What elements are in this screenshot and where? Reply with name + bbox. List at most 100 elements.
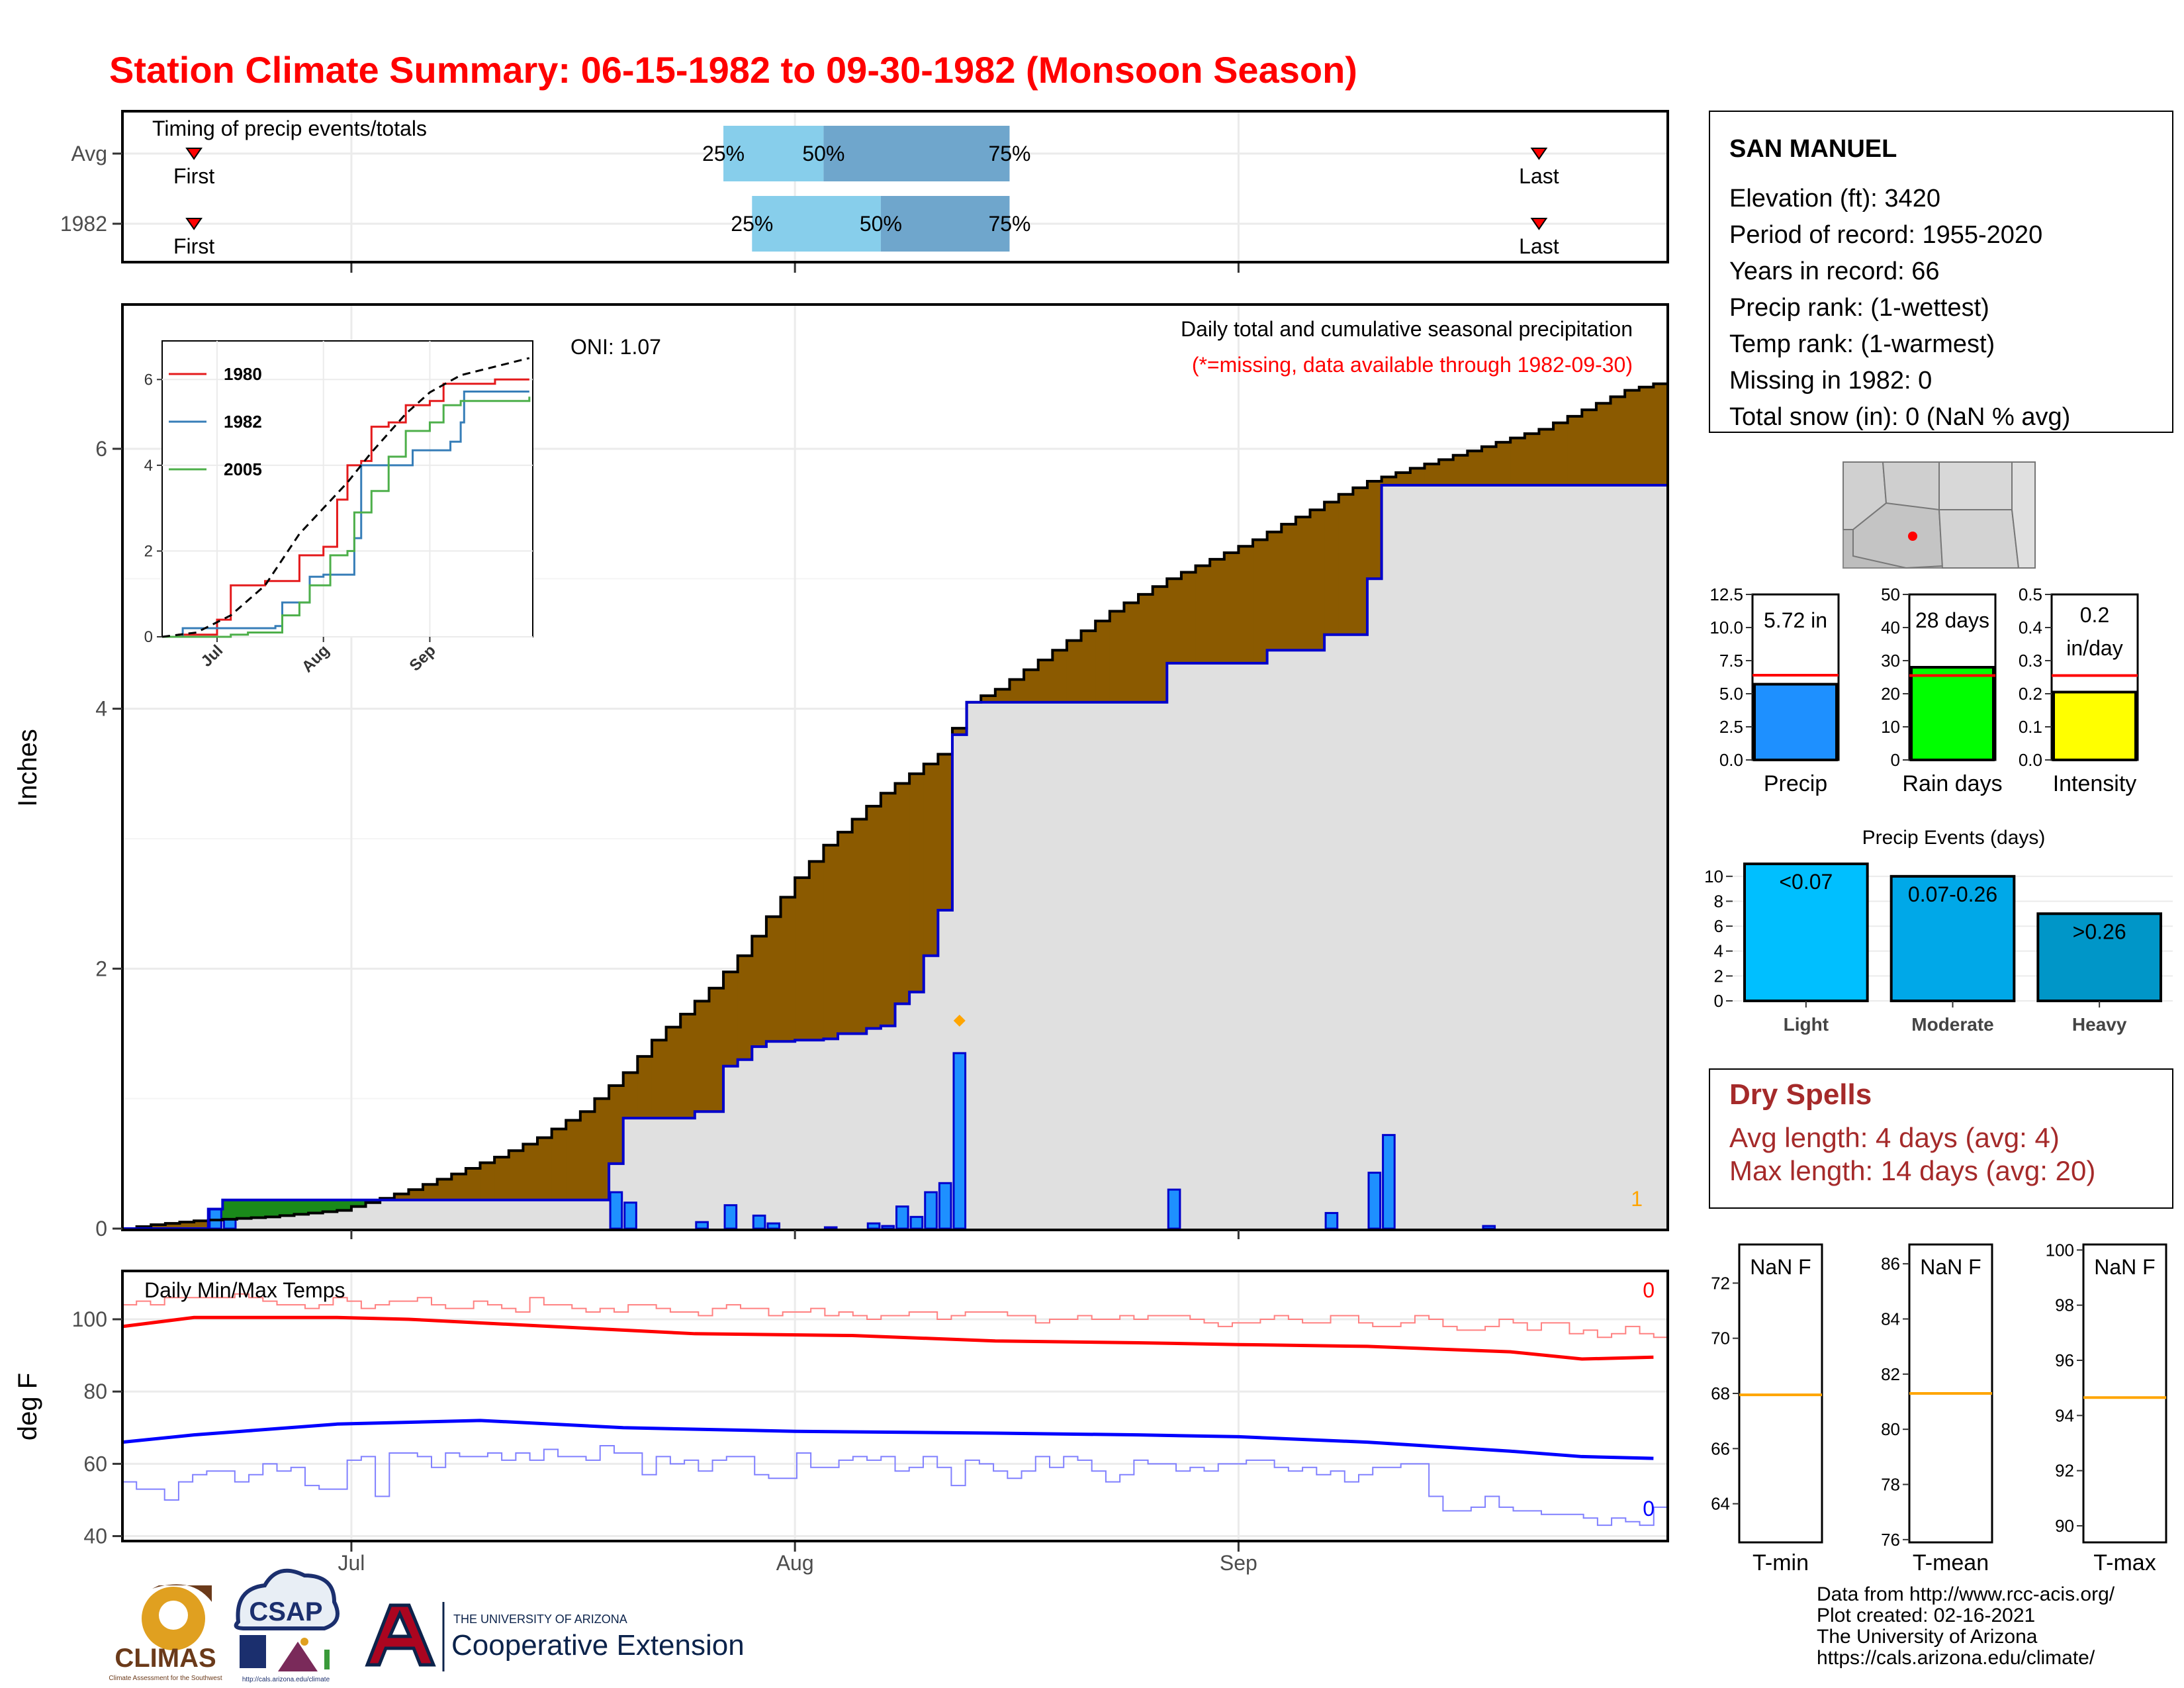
ua-line2: Cooperative Extension	[451, 1629, 745, 1662]
timing-marker-last	[1530, 218, 1548, 230]
events-bar-label: 0.07-0.26	[1908, 882, 1997, 906]
station-info-line: Years in record: 66	[1729, 258, 1940, 285]
deficit-area-segment	[880, 793, 896, 1026]
deficit-area-segment	[995, 689, 1011, 702]
deficit-area-segment	[1481, 446, 1497, 485]
deficit-area-segment	[423, 1184, 438, 1200]
dry-spells-box: Dry Spells Avg length: 4 days (avg: 4) M…	[1709, 1068, 2173, 1209]
season-temp-value-label: NaN F	[1920, 1255, 1981, 1279]
inset-series-2005	[162, 397, 531, 638]
deficit-area-segment	[1539, 429, 1554, 485]
avg-max-temp-line	[122, 1315, 1654, 1361]
observed-min-temp-line	[122, 1445, 1668, 1526]
deficit-area-segment	[1267, 532, 1282, 651]
deficit-area-segment	[523, 1144, 538, 1200]
events-category-label: Heavy	[2072, 1014, 2127, 1035]
timing-label-first: First	[173, 234, 214, 258]
deficit-area-segment	[723, 972, 739, 1066]
season-total-ytick-label: 12.5	[1709, 585, 1743, 604]
month-label: Sep	[1220, 1551, 1257, 1575]
deficit-area-segment	[1453, 455, 1468, 485]
deficit-area-segment	[451, 1174, 467, 1200]
deficit-area-segment	[1009, 679, 1024, 702]
season-temp-ytick-label: 90	[2055, 1516, 2074, 1536]
deficit-area-segment	[823, 845, 839, 1039]
deficit-area-segment	[1596, 403, 1612, 485]
deficit-area-segment	[1410, 468, 1426, 485]
deficit-area-segment	[508, 1150, 523, 1200]
deficit-area-segment	[465, 1168, 481, 1200]
deficit-area-segment	[1295, 517, 1311, 651]
season-total-ytick-label: 0.1	[2019, 717, 2042, 737]
season-total-value-label: 0.2	[2080, 603, 2109, 627]
deficit-area-segment	[709, 988, 724, 1112]
season-temp-name: T-mean	[1913, 1550, 1989, 1575]
max-daily-marker	[953, 1014, 966, 1027]
surplus-area-segment	[222, 1199, 238, 1219]
deficit-area-segment	[766, 916, 782, 1042]
surplus-area-segment	[351, 1199, 367, 1207]
temps-ytick-label: 80	[83, 1380, 107, 1403]
events-ytick-label: 2	[1714, 966, 1723, 986]
season-temp-ytick-label: 94	[2055, 1405, 2074, 1425]
season-temp-ytick-label: 70	[1711, 1329, 1730, 1348]
deficit-area-segment	[1510, 438, 1525, 485]
season-total-ytick-label: 0.5	[2019, 585, 2042, 604]
deficit-area-segment	[952, 728, 968, 735]
deficit-area-segment	[1224, 553, 1239, 663]
inset-ytick-label: 4	[144, 457, 153, 475]
deficit-area-segment	[1524, 434, 1540, 485]
deficit-area-segment	[666, 1027, 681, 1119]
deficit-area-segment	[680, 1014, 696, 1119]
events-ytick-label: 8	[1714, 891, 1723, 911]
deficit-area-segment	[1167, 579, 1182, 663]
events-category-label: Light	[1784, 1014, 1829, 1035]
deficit-area-segment	[1253, 539, 1268, 663]
daily-precip-bar	[766, 1222, 781, 1230]
season-total-unit-label: in/day	[2066, 636, 2122, 660]
season-temp-value-label: NaN F	[2094, 1255, 2155, 1279]
season-temp-ytick-label: 100	[2046, 1240, 2074, 1260]
station-name: SAN MANUEL	[1729, 135, 1897, 163]
season-total-value-label: 28 days	[1915, 608, 1989, 632]
deficit-area-segment	[981, 696, 996, 702]
page-title: Station Climate Summary: 06-15-1982 to 0…	[109, 49, 1357, 91]
season-temp-ytick-label: 98	[2055, 1295, 2074, 1315]
deficit-area-segment	[1353, 487, 1368, 635]
deficit-area-segment	[1181, 572, 1197, 663]
surplus-area-segment	[294, 1199, 309, 1215]
timing-label-q50: 50%	[860, 212, 902, 236]
daily-precip-bar	[866, 1222, 881, 1230]
deficit-area-segment	[1109, 611, 1125, 702]
deficit-area-segment	[408, 1190, 424, 1200]
timing-bar-q50-q75	[880, 196, 1010, 252]
events-ytick-label: 4	[1714, 941, 1723, 961]
season-total-value-label: 5.72 in	[1764, 608, 1827, 632]
observed-max-temp-line	[122, 1293, 1668, 1338]
inset-legend-label: 2005	[224, 459, 262, 479]
daily-precip-bar	[881, 1225, 895, 1230]
timing-panel: 25% 50% 75% First Last 25% 50% 75% First Last Tim…	[60, 110, 1669, 263]
csap-url: http://cals.arizona.edu/climate	[242, 1676, 330, 1683]
daily-precip-bar	[222, 1218, 237, 1230]
daily-precip-bar	[1482, 1225, 1496, 1230]
precip-ytick-label: 6	[95, 437, 107, 461]
deficit-area-segment	[580, 1111, 596, 1200]
deficit-area-segment	[1338, 494, 1353, 635]
events-ytick-label: 6	[1714, 916, 1723, 936]
deficit-area-segment	[838, 832, 853, 1034]
deficit-area-segment	[1367, 481, 1383, 579]
season-total-ytick-label: 7.5	[1719, 651, 1743, 671]
daily-precip-bar	[909, 1215, 924, 1230]
station-location-marker	[1908, 532, 1917, 541]
precip-subheader: (*=missing, data available through 1982-…	[1192, 353, 1633, 377]
deficit-area-segment	[923, 764, 938, 956]
timing-label-q75: 75%	[988, 142, 1030, 165]
surplus-area-segment	[236, 1199, 252, 1219]
daily-precip-bar	[609, 1191, 623, 1230]
deficit-area-segment	[1024, 669, 1039, 702]
deficit-area-segment	[1281, 524, 1297, 651]
footer-line: Plot created: 02-16-2021	[1817, 1605, 2035, 1626]
daily-precip-bar	[752, 1214, 766, 1230]
timing-marker-first	[185, 148, 203, 160]
